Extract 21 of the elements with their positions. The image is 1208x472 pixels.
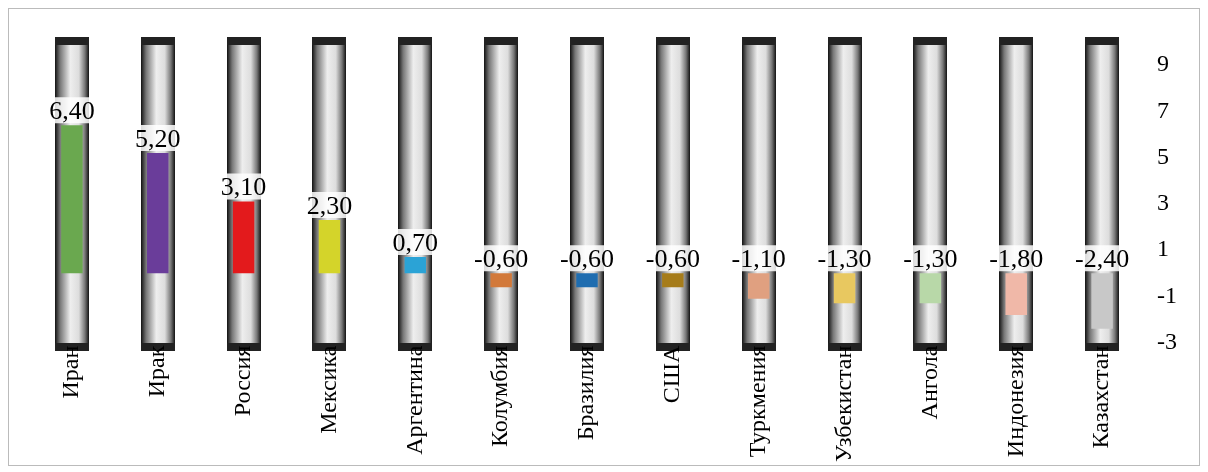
x-tick-label: США bbox=[658, 345, 685, 404]
data-label: 3,10 bbox=[220, 172, 267, 202]
y-tick-label: 1 bbox=[1157, 235, 1170, 262]
y-tick-label: 9 bbox=[1157, 50, 1170, 77]
data-label: -0,60 bbox=[559, 244, 615, 274]
data-label: 0,70 bbox=[392, 227, 439, 257]
data-label: -1,80 bbox=[989, 244, 1044, 274]
data-label: -0,60 bbox=[645, 244, 700, 274]
y-tick-label: 3 bbox=[1157, 189, 1170, 216]
data-label: -1,10 bbox=[731, 244, 786, 274]
data-label: 5,20 bbox=[135, 123, 181, 153]
data-label: -0,60 bbox=[474, 244, 529, 274]
data-label: -1,30 bbox=[817, 244, 872, 274]
y-tick-label: -1 bbox=[1157, 281, 1178, 308]
data-label: 6,40 bbox=[49, 95, 95, 125]
y-tick-label: 7 bbox=[1157, 96, 1170, 123]
y-tick-label: 5 bbox=[1157, 142, 1170, 169]
data-label: -1,30 bbox=[903, 244, 958, 274]
data-label: -2,40 bbox=[1075, 244, 1130, 274]
data-label: 2,30 bbox=[306, 190, 353, 220]
y-tick-label: -3 bbox=[1157, 327, 1178, 354]
